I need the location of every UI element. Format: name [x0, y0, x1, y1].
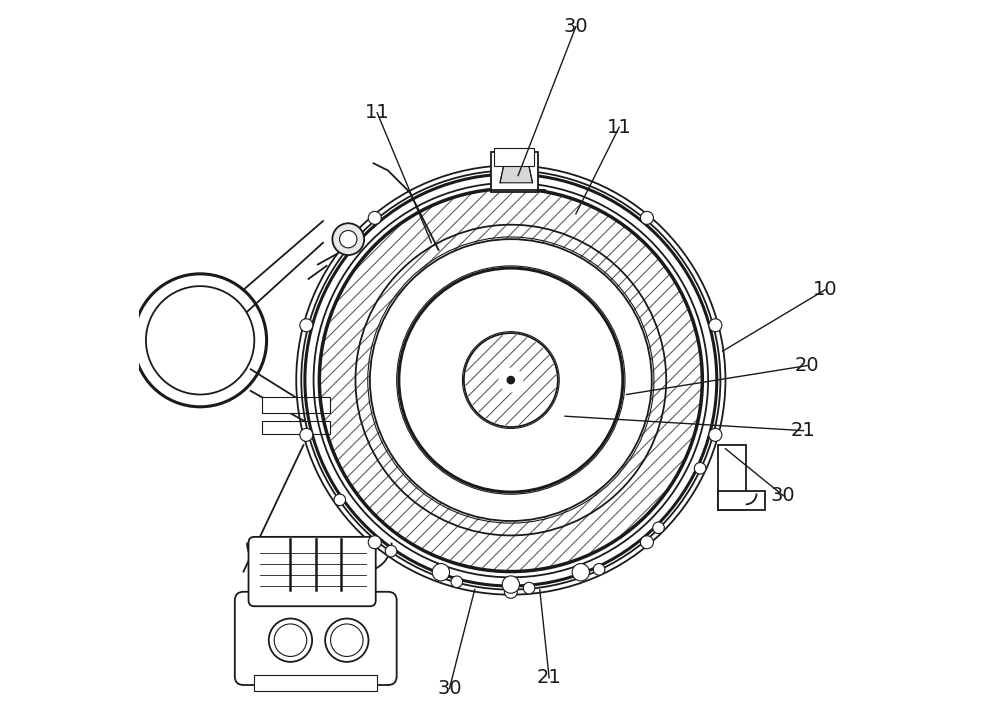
Circle shape: [334, 494, 346, 505]
Circle shape: [499, 369, 523, 392]
Text: 30: 30: [771, 487, 796, 505]
Circle shape: [593, 563, 605, 575]
Circle shape: [504, 585, 517, 598]
Text: 21: 21: [537, 668, 562, 687]
Circle shape: [653, 522, 664, 534]
Circle shape: [640, 536, 653, 549]
Circle shape: [572, 563, 589, 581]
Circle shape: [694, 463, 706, 474]
Bar: [262, 397, 330, 413]
Circle shape: [290, 160, 731, 600]
Circle shape: [368, 536, 381, 549]
Text: 20: 20: [795, 356, 819, 375]
Text: 30: 30: [564, 17, 588, 36]
Circle shape: [340, 230, 357, 248]
Bar: [262, 421, 330, 434]
Circle shape: [502, 576, 520, 593]
Circle shape: [274, 624, 307, 657]
Circle shape: [146, 286, 254, 395]
Circle shape: [368, 211, 381, 224]
Circle shape: [269, 618, 312, 662]
Text: 21: 21: [791, 421, 816, 440]
Circle shape: [331, 624, 363, 657]
Circle shape: [507, 376, 514, 384]
Circle shape: [332, 223, 364, 255]
Text: 30: 30: [437, 679, 462, 698]
Bar: [494, 148, 534, 167]
Circle shape: [709, 429, 722, 442]
Circle shape: [300, 429, 313, 442]
Polygon shape: [500, 159, 533, 182]
FancyBboxPatch shape: [235, 592, 397, 685]
Text: 11: 11: [607, 118, 632, 137]
Circle shape: [640, 211, 653, 224]
Circle shape: [370, 239, 652, 521]
Text: 10: 10: [813, 280, 837, 299]
Circle shape: [451, 576, 463, 588]
Circle shape: [709, 319, 722, 332]
Circle shape: [523, 582, 535, 594]
FancyBboxPatch shape: [249, 537, 376, 606]
Bar: [718, 492, 765, 510]
Circle shape: [300, 319, 313, 332]
Circle shape: [504, 162, 517, 174]
Circle shape: [385, 545, 397, 557]
Circle shape: [432, 563, 450, 581]
Bar: [491, 153, 538, 192]
Circle shape: [134, 274, 267, 407]
Text: 11: 11: [365, 104, 390, 122]
Circle shape: [325, 618, 368, 662]
Bar: [718, 445, 746, 510]
Bar: [254, 675, 377, 691]
